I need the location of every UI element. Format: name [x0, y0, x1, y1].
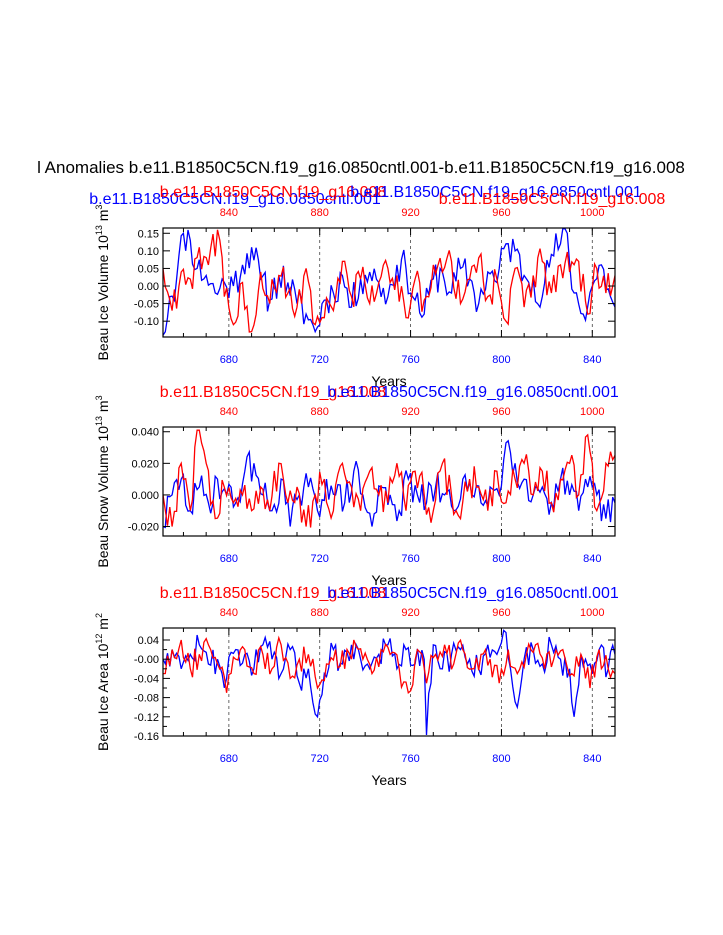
x-bottom-tick-label: 840 — [583, 553, 601, 565]
plot-frame — [162, 227, 616, 338]
x-axis-title: Years — [371, 373, 406, 389]
plot-frame — [162, 426, 616, 537]
panel2-red-case-label: b.e11.B1850C5CN.f19_g16.008 — [160, 384, 387, 401]
series-line-red — [163, 635, 615, 694]
y-tick-label: 0.000 — [131, 490, 159, 502]
y-tick-label: -0.05 — [134, 299, 159, 311]
panel1-blue-case-label-left: b.e11.B1850C5CN.f19_g16.0850cntl.001 — [89, 191, 381, 208]
y-tick-label: -0.020 — [128, 522, 159, 534]
x-bottom-tick-label: 680 — [220, 553, 238, 565]
y-tick-label: 0.10 — [138, 246, 159, 258]
series-line-blue — [163, 228, 615, 336]
x-bottom-tick-label: 840 — [583, 753, 601, 765]
y-axis-title: Beau Ice Volume 1013 m3 — [94, 205, 111, 361]
series-line-red — [163, 229, 615, 333]
x-bottom-tick-label: 720 — [311, 553, 329, 565]
y-tick-label: 0.15 — [138, 228, 159, 240]
x-top-tick-label: 840 — [220, 207, 238, 219]
x-top-tick-label: 1000 — [580, 607, 604, 619]
x-bottom-tick-label: 720 — [311, 354, 329, 366]
x-bottom-tick-label: 840 — [583, 354, 601, 366]
x-bottom-tick-label: 760 — [401, 753, 419, 765]
x-bottom-tick-label: 680 — [220, 354, 238, 366]
x-bottom-tick-label: 800 — [492, 753, 510, 765]
series-line-red — [163, 429, 615, 528]
series-line-blue — [163, 439, 615, 529]
x-top-tick-label: 880 — [311, 207, 329, 219]
y-tick-label: -0.08 — [134, 693, 159, 705]
y-tick-label: -0.12 — [134, 712, 159, 724]
panel3-blue-case-label: b.e11.B1850C5CN.f19_g16.0850cntl.001 — [327, 585, 619, 602]
x-bottom-tick-label: 720 — [311, 753, 329, 765]
y-tick-label: -0.00 — [134, 654, 159, 666]
x-top-tick-label: 920 — [401, 207, 419, 219]
panel-ice-area: 0.04 -0.00 -0.04 -0.08 -0.12 -0.16 680 720 760 80… — [94, 607, 616, 788]
main-title: l Anomalies b.e11.B1850C5CN.f19_g16.0850… — [37, 158, 685, 177]
x-top-tick-label: 1000 — [580, 207, 604, 219]
x-top-tick-label: 920 — [401, 406, 419, 418]
x-top-tick-label: 960 — [492, 406, 510, 418]
y-axis-title: Beau Snow Volume 1013 m3 — [94, 395, 111, 567]
panel2-blue-case-label: b.e11.B1850C5CN.f19_g16.0850cntl.001 — [327, 384, 619, 401]
x-top-tick-label: 880 — [311, 607, 329, 619]
x-bottom-tick-label: 800 — [492, 553, 510, 565]
y-tick-label: 0.020 — [131, 458, 159, 470]
panel3-red-case-label: b.e11.B1850C5CN.f19_g16.008 — [160, 585, 387, 602]
x-axis-title: Years — [371, 572, 406, 588]
x-top-tick-label: 840 — [220, 406, 238, 418]
x-bottom-tick-label: 680 — [220, 753, 238, 765]
panel1-blue-case-label-right: b.e11.B1850C5CN.f19_g16.0850cntl.001 — [350, 184, 642, 201]
panel1-red-case-label-left: b.e11.B1850C5CN.f19_g16.008 — [160, 184, 387, 201]
panel1-red-case-label-right: b.e11.B1850C5CN.f19_g16.008 — [439, 191, 666, 208]
x-top-tick-label: 840 — [220, 607, 238, 619]
x-top-tick-label: 880 — [311, 406, 329, 418]
panel-ice-volume: 0.15 0.10 0.05 0.00 -0.05 -0.10 680 720 760 800 84… — [94, 205, 616, 389]
y-tick-label: 0.00 — [138, 281, 159, 293]
x-bottom-tick-label: 760 — [401, 354, 419, 366]
x-top-tick-label: 960 — [492, 607, 510, 619]
y-axis-title: Beau Ice Area 1012 m2 — [94, 613, 111, 751]
y-tick-label: -0.10 — [134, 316, 159, 328]
chart-panels: 0.15 0.10 0.05 0.00 -0.05 -0.10 680 720 760 800 84… — [94, 205, 616, 788]
y-tick-label: -0.16 — [134, 731, 159, 743]
plot-frame — [162, 627, 616, 737]
y-tick-label: -0.04 — [134, 673, 159, 685]
y-tick-label: 0.040 — [131, 427, 159, 439]
x-bottom-tick-label: 800 — [492, 354, 510, 366]
x-top-tick-label: 1000 — [580, 406, 604, 418]
x-top-tick-label: 960 — [492, 207, 510, 219]
panel-snow-volume: 0.040 0.020 0.000 -0.020 680 720 760 800 840 840 8… — [94, 395, 616, 588]
x-top-tick-label: 920 — [401, 607, 419, 619]
x-bottom-tick-label: 760 — [401, 553, 419, 565]
y-tick-label: 0.04 — [138, 635, 159, 647]
x-axis-title: Years — [371, 772, 406, 788]
series-line-blue — [163, 629, 615, 736]
y-tick-label: 0.05 — [138, 263, 159, 275]
